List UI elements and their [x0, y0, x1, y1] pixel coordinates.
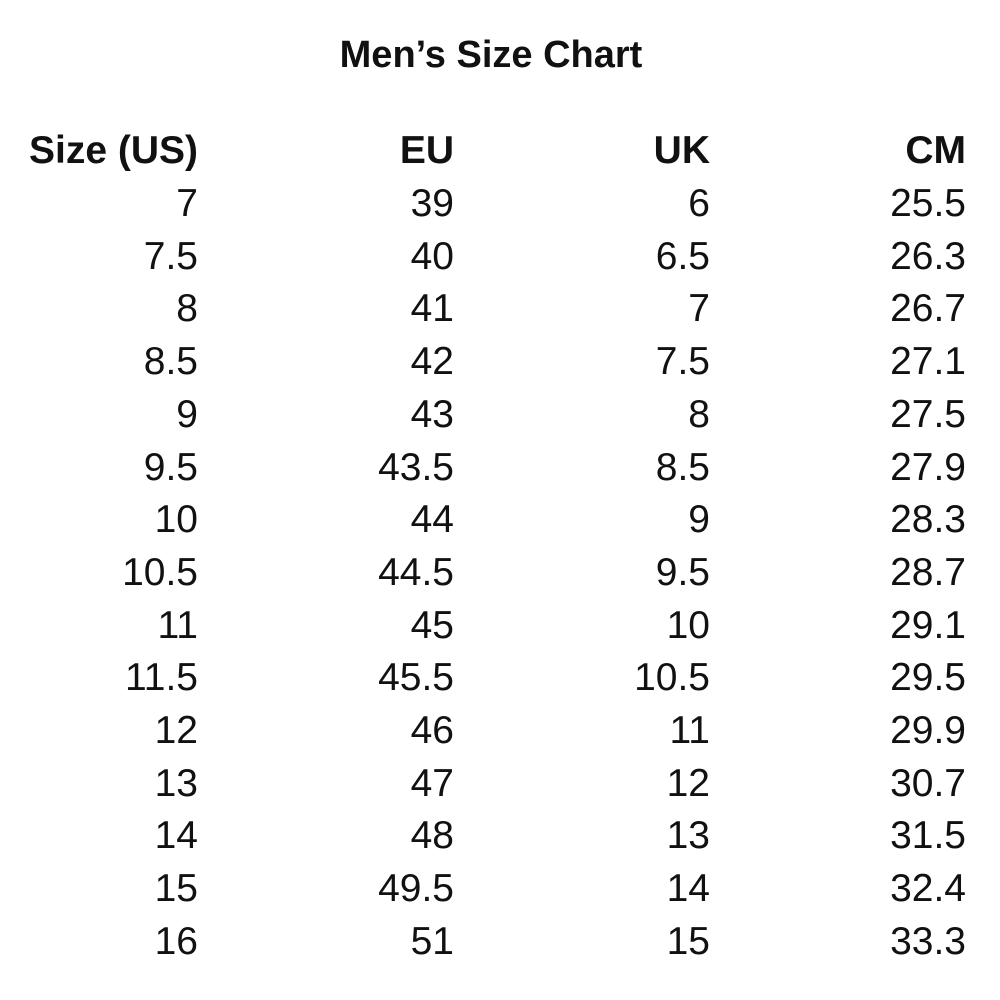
table-cell: 26.3 [890, 234, 966, 278]
table-cell: 13 [666, 814, 710, 858]
column-header: CM [905, 129, 966, 172]
table-cell: 29.5 [890, 656, 966, 700]
table-cell: 44 [410, 498, 454, 542]
table-cell: 8.5 [143, 340, 198, 384]
title: Men’s Size Chart [339, 34, 643, 76]
table-cell: 46 [410, 709, 454, 752]
table-cell: 10.5 [122, 550, 198, 594]
table-cell: 27.9 [890, 445, 966, 489]
table-cell: 8.5 [655, 445, 710, 489]
table-cell: 9 [688, 498, 710, 542]
table-cell: 7 [688, 287, 710, 331]
table-cell: 31.5 [890, 814, 966, 858]
table-cell: 32.4 [890, 867, 966, 911]
table-cell: 29.9 [890, 709, 966, 752]
table-cell: 39 [410, 182, 454, 225]
table-cell: 13 [154, 761, 198, 805]
column-header: EU [399, 129, 454, 172]
table-cell: 7 [176, 182, 198, 225]
table-cell: 11 [669, 709, 711, 752]
table-cell: 10 [666, 603, 710, 647]
table-cell: 6 [688, 182, 710, 225]
table-cell: 51 [410, 919, 454, 963]
table-cell: 29.1 [890, 603, 966, 647]
table-cell: 43 [410, 392, 454, 436]
table-cell: 26.7 [890, 287, 966, 331]
table-cell: 6.5 [655, 234, 710, 278]
table-cell: 12 [154, 709, 198, 752]
table-cell: 16 [154, 919, 198, 963]
table-cell: 30.7 [890, 761, 966, 805]
table-cell: 14 [154, 814, 198, 858]
table-cell: 12 [666, 761, 710, 805]
table-cell: 27.1 [890, 340, 966, 384]
table-cell: 42 [410, 340, 454, 384]
table-cell: 11.5 [124, 656, 198, 700]
table-cell: 14 [666, 867, 710, 911]
table-cell: 15 [666, 919, 710, 963]
table-cell: 9.5 [143, 445, 198, 489]
table-cell: 41 [410, 287, 454, 331]
table-cell: 49.5 [378, 867, 454, 911]
table-cell: 9 [176, 392, 198, 436]
table-cell: 11 [157, 603, 199, 647]
table-cell: 9.5 [655, 550, 710, 594]
table-cell: 28.3 [890, 498, 966, 542]
table-cell: 47 [410, 761, 454, 805]
table-cell: 33.3 [890, 919, 966, 963]
column-header: UK [653, 129, 710, 172]
table-cell: 27.5 [890, 392, 966, 436]
table-cell: 15 [154, 867, 198, 911]
table-cell: 25.5 [890, 182, 966, 225]
table-cell: 40 [410, 234, 454, 278]
table-cell: 8 [688, 392, 710, 436]
table-cell: 44.5 [378, 550, 454, 594]
table-cell: 10 [154, 498, 198, 542]
table-cell: 7.5 [143, 234, 198, 278]
table-cell: 28.7 [890, 550, 966, 594]
table-cell: 48 [410, 814, 454, 858]
table-cell: 10.5 [634, 656, 710, 700]
table-cell: 43.5 [378, 445, 454, 489]
column-header: Size (US) [28, 129, 198, 172]
table-cell: 45.5 [378, 656, 454, 700]
table-cell: 45 [410, 603, 454, 647]
table-cell: 8 [176, 287, 198, 331]
table-cell: 7.5 [655, 340, 710, 384]
